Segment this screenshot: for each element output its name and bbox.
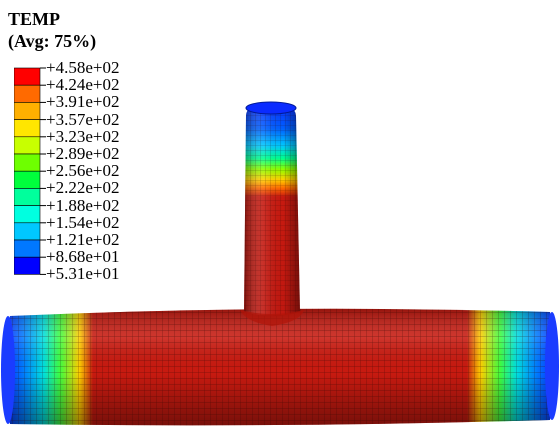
legend-variable-name: TEMP [8, 9, 60, 29]
legend-value-label: +3.91e+02 [46, 92, 120, 112]
legend-value-label: +1.21e+02 [46, 230, 120, 249]
legend-value-label: +1.54e+02 [46, 212, 120, 232]
legend-averaging-label: (Avg: 75%) [8, 31, 97, 51]
legend-value-label: +2.56e+02 [46, 161, 120, 181]
run-right-end-face [545, 312, 559, 420]
legend-value-label: +2.89e+02 [46, 144, 120, 163]
legend-value-label: +4.24e+02 [46, 75, 120, 95]
legend-title: TEMP (Avg: 75%) [8, 8, 96, 52]
run-left-end-face [1, 316, 15, 424]
legend-color-bar [14, 67, 46, 275]
legend-value-label: +8.68e+01 [46, 247, 120, 267]
legend-value-label: +5.31e+01 [46, 264, 120, 284]
branch-top-end-face [245, 101, 297, 115]
junction-weld [240, 310, 304, 326]
legend-value-label: +3.23e+02 [46, 126, 120, 146]
color-legend [14, 62, 48, 284]
legend-value-label: +1.88e+02 [46, 195, 120, 215]
legend-value-label: +2.22e+02 [46, 178, 120, 198]
legend-band-12 [14, 256, 41, 275]
branch-pipe [244, 101, 300, 316]
legend-value-label: +3.57e+02 [46, 109, 120, 129]
main-run-pipe [1, 308, 559, 426]
legend-value-label: +4.58e+02 [46, 58, 120, 77]
